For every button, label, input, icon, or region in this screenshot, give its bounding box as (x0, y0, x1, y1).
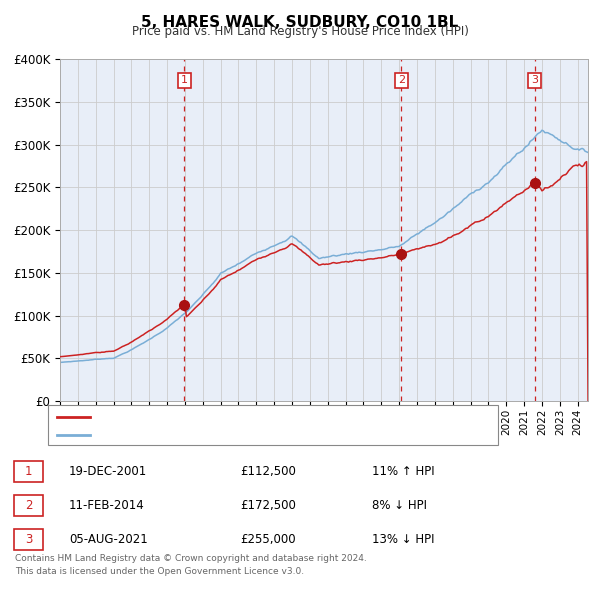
Text: 3: 3 (531, 76, 538, 86)
Text: 13% ↓ HPI: 13% ↓ HPI (372, 533, 434, 546)
Text: 11-FEB-2014: 11-FEB-2014 (69, 499, 145, 512)
Text: Price paid vs. HM Land Registry's House Price Index (HPI): Price paid vs. HM Land Registry's House … (131, 25, 469, 38)
Text: £112,500: £112,500 (240, 465, 296, 478)
Text: £255,000: £255,000 (240, 533, 296, 546)
Text: £172,500: £172,500 (240, 499, 296, 512)
Text: 05-AUG-2021: 05-AUG-2021 (69, 533, 148, 546)
Text: This data is licensed under the Open Government Licence v3.0.: This data is licensed under the Open Gov… (15, 567, 304, 576)
Text: HPI: Average price, semi-detached house, Babergh: HPI: Average price, semi-detached house,… (96, 431, 362, 440)
Text: 1: 1 (181, 76, 188, 86)
Text: 1: 1 (25, 465, 32, 478)
Text: Contains HM Land Registry data © Crown copyright and database right 2024.: Contains HM Land Registry data © Crown c… (15, 554, 367, 563)
Text: 5, HARES WALK, SUDBURY, CO10 1BL (semi-detached house): 5, HARES WALK, SUDBURY, CO10 1BL (semi-d… (96, 412, 415, 422)
Text: 2: 2 (25, 499, 32, 512)
Text: 3: 3 (25, 533, 32, 546)
Text: 11% ↑ HPI: 11% ↑ HPI (372, 465, 434, 478)
Text: 8% ↓ HPI: 8% ↓ HPI (372, 499, 427, 512)
Text: 5, HARES WALK, SUDBURY, CO10 1BL: 5, HARES WALK, SUDBURY, CO10 1BL (142, 15, 458, 30)
Text: 19-DEC-2001: 19-DEC-2001 (69, 465, 147, 478)
Text: 2: 2 (398, 76, 405, 86)
